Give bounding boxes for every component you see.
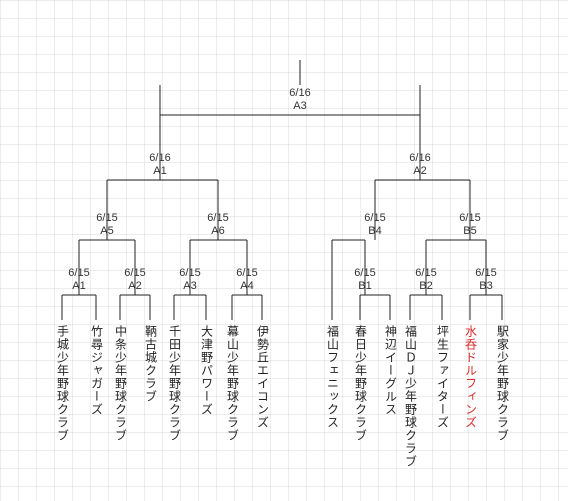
team-13: 水呑ドルフィンズ [464,325,477,429]
team-14: 駅家少年野球クラブ [496,325,509,442]
match-r1-0: 6/15A1 [68,267,89,293]
team-0: 手城少年野球クラブ [56,325,69,442]
team-11: 福山ＤＪ少年野球クラブ [404,325,417,468]
match-qf-2: 6/15B4 [364,212,385,238]
team-5: 大津野パワーズ [200,325,213,416]
match-r1-6: 6/15B3 [475,267,496,293]
team-8: 福山フェニックス [326,325,339,429]
team-1: 竹尋ジャガーズ [90,325,103,416]
match-qf-0: 6/15A5 [96,212,117,238]
team-12: 坪生ファイターズ [436,325,449,429]
team-3: 鞆古城クラブ [144,325,157,403]
match-r1-4: 6/15B1 [354,267,375,293]
bracket-lines [0,0,568,501]
team-2: 中条少年野球クラブ [114,325,127,442]
match-r1-5: 6/15B2 [415,267,436,293]
team-4: 千田少年野球クラブ [168,325,181,442]
match-semi-1: 6/16A2 [409,152,430,178]
team-7: 伊勢丘エイコンズ [256,325,269,429]
match-qf-3: 6/15B5 [459,212,480,238]
match-semi-0: 6/16A1 [149,152,170,178]
match-r1-1: 6/15A2 [124,267,145,293]
team-10: 神辺イーグルス [384,325,397,416]
team-9: 春日少年野球クラブ [354,325,367,442]
match-qf-1: 6/15A6 [207,212,228,238]
match-final: 6/16A3 [289,87,310,113]
match-r1-2: 6/15A3 [179,267,200,293]
match-r1-3: 6/15A4 [236,267,257,293]
team-6: 幕山少年野球クラブ [226,325,239,442]
